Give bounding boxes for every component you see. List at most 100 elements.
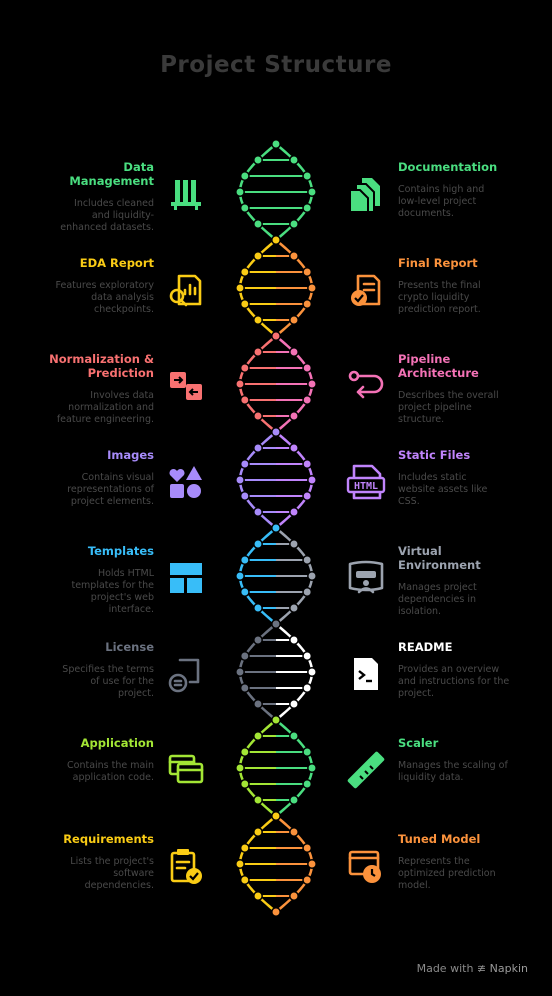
helix-node — [253, 635, 263, 645]
helix-node — [302, 843, 313, 853]
helix-node — [302, 555, 313, 565]
helix-node — [253, 827, 263, 837]
item-title: Pipeline Architecture — [398, 352, 479, 380]
helix-node — [289, 411, 299, 421]
helix-node — [302, 779, 313, 789]
documents-icon — [346, 174, 386, 214]
helix-node — [289, 347, 299, 357]
item-description: Presents the final crypto liquidity predic… — [398, 280, 481, 315]
helix-node — [289, 891, 299, 901]
helix-node — [239, 779, 250, 789]
item-title: Final Report — [398, 256, 478, 270]
svg-text:HTML: HTML — [354, 481, 378, 492]
helix-segment — [235, 811, 317, 913]
helix-node — [302, 683, 313, 693]
item-description: Provides an overview and instructions for… — [398, 664, 510, 699]
helix-node — [289, 251, 299, 261]
item-title: Virtual Environment — [398, 544, 481, 572]
helix-node — [235, 667, 245, 677]
helix-node — [235, 283, 245, 293]
made-with-label: Made with — [416, 962, 474, 975]
helix-segment — [235, 715, 317, 817]
helix-node — [289, 315, 299, 325]
item-pipeline-architecture: Pipeline Architecture Describes the overal… — [398, 352, 528, 426]
item-tuned-model: Tuned Model Represents the optimized predi… — [398, 832, 528, 892]
helix-node — [253, 891, 263, 901]
terminal-doc-icon — [346, 654, 386, 694]
item-title: Data Management — [69, 160, 154, 188]
helix-node — [307, 475, 317, 485]
helix-node — [239, 267, 250, 277]
helix-node — [253, 699, 263, 709]
footer: Made with ≇ Napkin — [417, 962, 528, 975]
helix-node — [271, 523, 281, 533]
helix-node — [302, 267, 313, 277]
helix-node — [253, 315, 263, 325]
item-description: Includes static website assets like CSS. — [398, 472, 488, 507]
helix-node — [239, 875, 250, 885]
helix-node — [239, 683, 250, 693]
helix-node — [302, 395, 313, 405]
clipboard-check-icon — [166, 846, 206, 886]
helix-node — [253, 347, 263, 357]
helix-node — [307, 667, 317, 677]
item-images: Images Contains visual representations of p… — [24, 448, 154, 508]
item-description: Features exploratory data analysis checkpo… — [55, 280, 154, 315]
helix-node — [302, 459, 313, 469]
item-virtual-environment: Virtual Environment Manages project depende… — [398, 544, 528, 618]
helix-node — [239, 459, 250, 469]
helix-node — [253, 539, 263, 549]
helix-segment — [235, 427, 317, 529]
layout-icon — [166, 558, 206, 598]
brand-name: Napkin — [489, 962, 528, 975]
item-title: Normalization & Prediction — [49, 352, 154, 380]
item-readme: README Provides an overview and instructio… — [398, 640, 528, 700]
helix-segment — [235, 331, 317, 433]
item-description: Involves data normalization and feature en… — [56, 390, 154, 425]
item-description: Manages project dependencies in isolation. — [398, 582, 477, 617]
helix-node — [235, 571, 245, 581]
helix-node — [307, 859, 317, 869]
helix-node — [302, 203, 313, 213]
helix-node — [253, 507, 263, 517]
helix-node — [302, 171, 313, 181]
item-description: Holds HTML templates for the project's web… — [71, 568, 154, 615]
helix-node — [289, 635, 299, 645]
helix-node — [253, 795, 263, 805]
item-title: Application — [80, 736, 154, 750]
helix-node — [289, 443, 299, 453]
item-title: Scaler — [398, 736, 439, 750]
helix-node — [271, 907, 281, 917]
helix-node — [235, 379, 245, 389]
helix-node — [253, 443, 263, 453]
helix-node — [302, 651, 313, 661]
helix-node — [271, 139, 281, 149]
item-title: Static Files — [398, 448, 471, 462]
helix-node — [239, 171, 250, 181]
helix-node — [253, 411, 263, 421]
item-description: Manages the scaling of liquidity data. — [398, 760, 508, 783]
helix-node — [289, 827, 299, 837]
helix-node — [289, 731, 299, 741]
helix-node — [239, 747, 250, 757]
item-application: Application Contains the main application … — [24, 736, 154, 784]
item-title: Tuned Model — [398, 832, 481, 846]
helix-node — [235, 859, 245, 869]
helix-node — [239, 299, 250, 309]
helix-node — [302, 747, 313, 757]
item-templates: Templates Holds HTML templates for the proj… — [24, 544, 154, 616]
helix-node — [307, 763, 317, 773]
item-description: Includes cleaned and liquidity-enhanced d… — [60, 198, 154, 233]
item-documentation: Documentation Contains high and low-level … — [398, 160, 528, 220]
helix-segment — [235, 139, 317, 241]
item-title: License — [105, 640, 154, 654]
item-description: Contains high and low-level project docume… — [398, 184, 485, 219]
helix-node — [253, 219, 263, 229]
shapes-icon — [166, 462, 206, 502]
helix-node — [289, 603, 299, 613]
item-data-management: Data Management Includes cleaned and liquid… — [24, 160, 154, 234]
helix-node — [239, 395, 250, 405]
helix-node — [289, 155, 299, 165]
helix-node — [307, 571, 317, 581]
item-description: Lists the project's software dependencies. — [70, 856, 154, 891]
